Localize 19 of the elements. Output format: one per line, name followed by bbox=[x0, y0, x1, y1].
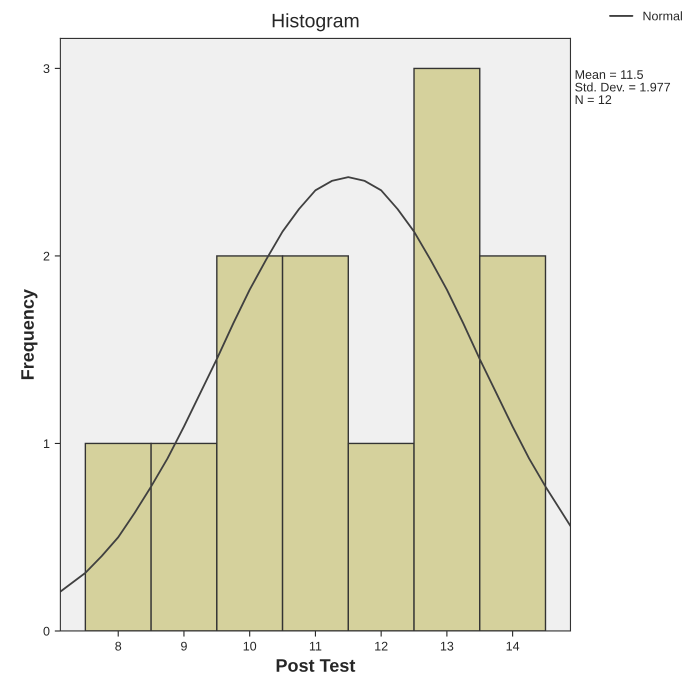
x-tick-label: 12 bbox=[375, 642, 388, 650]
chart-title: Histogram bbox=[272, 13, 358, 32]
x-tick-label: 10 bbox=[244, 642, 256, 651]
x-tick-label: 14 bbox=[506, 642, 520, 650]
y-tick-label: 1 bbox=[44, 439, 50, 448]
text: Mean = 11.5 bbox=[576, 70, 644, 79]
line-series bbox=[60, 176, 570, 593]
x-axis-title: Post Test bbox=[276, 659, 356, 672]
y-tick-label: 2 bbox=[44, 252, 50, 260]
legend-label: Normal bbox=[643, 11, 682, 20]
x-tick-label: 13 bbox=[440, 642, 454, 651]
x-tick-label: 9 bbox=[181, 642, 187, 651]
text: N = 12 bbox=[576, 95, 612, 104]
y-tick-label: 0 bbox=[44, 626, 50, 636]
x-tick-label: 8 bbox=[115, 642, 122, 651]
y-tick-label: 3 bbox=[43, 64, 50, 74]
y-axis-title: Frequency bbox=[21, 289, 38, 380]
text: Std. Dev. = 1.977 bbox=[575, 82, 670, 92]
x-tick-label: 11 bbox=[310, 642, 322, 650]
